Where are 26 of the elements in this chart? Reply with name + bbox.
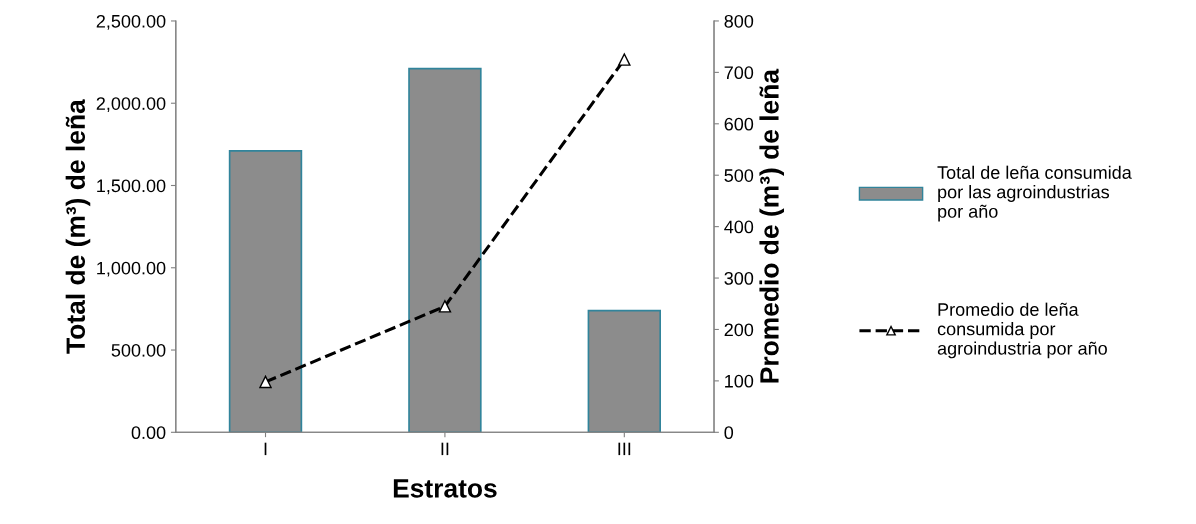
- y-tick-label: 1,500.00: [97, 179, 166, 195]
- y-tick-label: 500.00: [111, 343, 166, 357]
- y2-axis-title: Promedio de (m³) de leña: [759, 68, 785, 383]
- x-axis-title: Estratos: [393, 479, 497, 498]
- y2-tick-label: 100: [725, 374, 754, 388]
- y-tick-label: 2,000.00: [96, 97, 166, 113]
- x-tick-label: III: [618, 442, 631, 456]
- y2-tick-label: 600: [724, 117, 754, 131]
- y2-tick-label: 200: [724, 323, 754, 337]
- y-tick-label: 2,500.00: [96, 14, 166, 30]
- y2-tick-label: 700: [724, 66, 754, 80]
- point: [618, 53, 631, 66]
- y2-tick-label: 800: [724, 14, 754, 28]
- y2-tick-label: 0: [724, 426, 734, 440]
- x-tick-label: II: [441, 442, 449, 456]
- y2-tick-label: 500: [724, 169, 754, 182]
- point: [259, 375, 272, 389]
- legend-label: Promedio de leña consumida por agroindustria por año: [937, 302, 1107, 359]
- y-axis-title: Total de (m³) de leña: [65, 99, 91, 354]
- y2-tick-label: 300: [724, 271, 754, 285]
- y-tick-label: 1,000.00: [97, 261, 166, 277]
- y2-tick-label: 400: [724, 220, 754, 234]
- x-tick-label: I: [264, 442, 267, 456]
- y-tick-label: 0.00: [131, 426, 166, 440]
- legend-label: Total de leña consumida por las agroindustrias por año: [937, 165, 1132, 222]
- point: [438, 300, 452, 313]
